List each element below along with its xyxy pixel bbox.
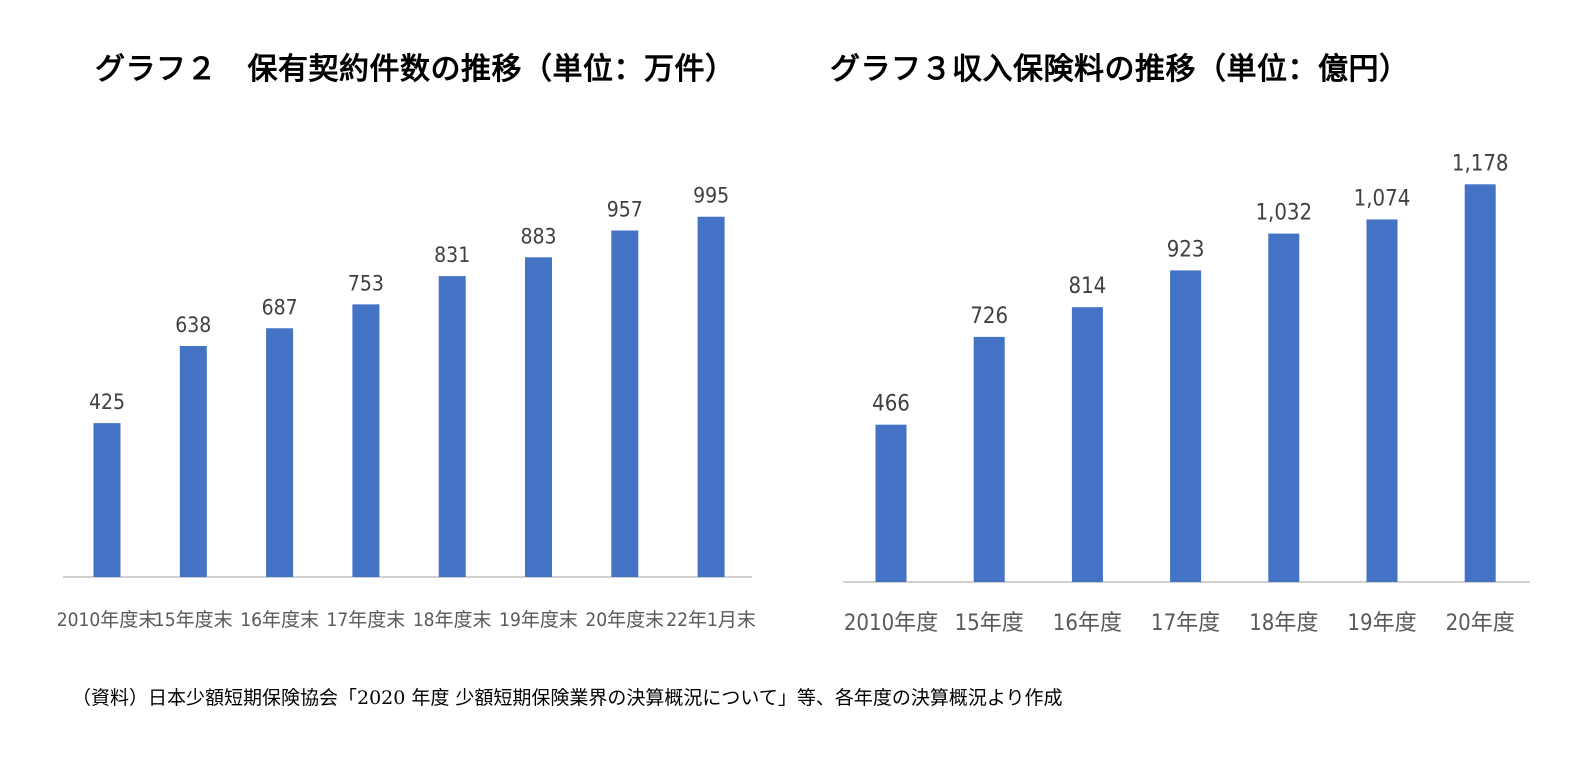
category-label: 20年度末 <box>585 609 664 631</box>
bar <box>525 257 552 577</box>
data-label: 923 <box>1167 237 1205 262</box>
source-note: （資料）日本少額短期保険協会「2020 年度 少額短期保険業界の決算概況について… <box>72 687 1063 709</box>
bar <box>1071 307 1103 582</box>
data-label: 753 <box>348 271 384 295</box>
bar <box>1268 233 1300 582</box>
data-label: 995 <box>693 184 729 208</box>
data-label: 1,032 <box>1255 201 1312 226</box>
bar <box>973 336 1005 582</box>
bar <box>697 216 725 577</box>
bar <box>1366 219 1398 582</box>
data-label: 814 <box>1069 274 1107 299</box>
data-label: 1,074 <box>1354 186 1411 211</box>
category-label: 20年度 <box>1446 611 1515 636</box>
bar <box>611 230 639 577</box>
category-label: 2010年度末 <box>57 609 158 631</box>
category-label: 16年度末 <box>240 609 319 631</box>
category-label: 18年度 <box>1249 611 1318 636</box>
data-label: 883 <box>520 224 556 248</box>
data-label: 466 <box>872 392 910 417</box>
category-label: 2010年度 <box>844 611 938 636</box>
category-label: 17年度末 <box>327 609 406 631</box>
bar <box>438 276 466 577</box>
bar <box>875 424 907 582</box>
data-label: 726 <box>970 304 1008 329</box>
data-label: 425 <box>89 390 125 414</box>
data-label: 1,178 <box>1452 151 1509 176</box>
category-label: 15年度 <box>955 611 1024 636</box>
category-label: 19年度 <box>1347 611 1416 636</box>
bar <box>179 346 207 577</box>
bar <box>1170 270 1202 582</box>
chart-1-title: グラフ２ 保有契約件数の推移（単位：万件） <box>95 52 736 87</box>
bar <box>352 304 380 577</box>
data-label: 831 <box>434 243 470 267</box>
bar <box>266 328 294 577</box>
category-label: 18年度末 <box>413 609 492 631</box>
category-label: 16年度 <box>1053 611 1122 636</box>
category-label: 15年度末 <box>154 609 233 631</box>
bar <box>93 423 121 577</box>
data-label: 638 <box>175 313 211 337</box>
chart-2-title: グラフ３収入保険料の推移（単位：億円） <box>830 52 1410 87</box>
bar <box>1464 184 1496 583</box>
data-label: 687 <box>262 295 298 319</box>
data-label: 957 <box>607 198 643 222</box>
category-label: 19年度末 <box>499 609 578 631</box>
category-label: 17年度 <box>1151 611 1220 636</box>
category-label: 22年1月末 <box>666 609 756 631</box>
